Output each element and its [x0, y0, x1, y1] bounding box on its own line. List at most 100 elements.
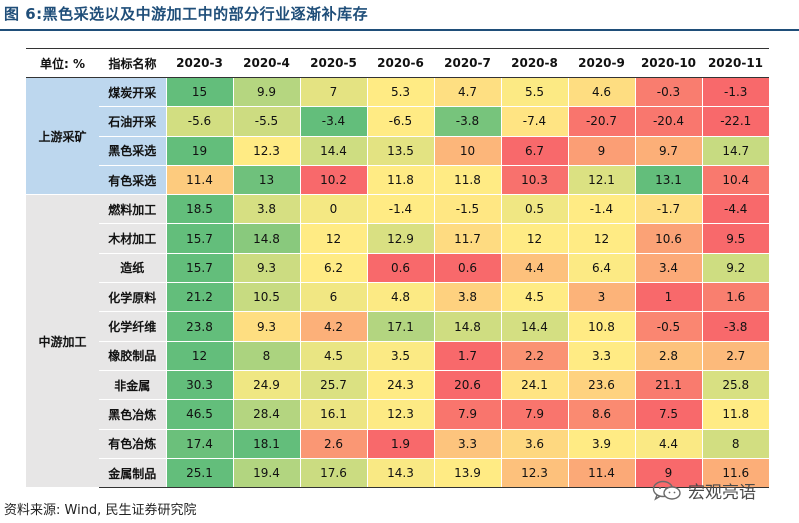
data-cell: -0.5 [634, 311, 702, 342]
table-row: 金属制品 25.1 19.4 17.6 14.3 13.9 12.3 11.4 9 11.6 [26, 458, 769, 489]
data-cell: 23.6 [567, 370, 635, 401]
data-cell: 24.9 [232, 370, 300, 401]
data-cell: 3.9 [567, 429, 635, 459]
data-cell: 12 [500, 223, 568, 254]
row-label: 化学纤维 [99, 311, 166, 342]
data-cell: 24.1 [500, 370, 568, 401]
data-cell: 4.5 [500, 282, 568, 313]
row-label: 煤炭开采 [99, 77, 166, 108]
table-row: 中游加工 燃料加工 18.5 3.8 0 -1.4 -1.5 0.5 -1.4 -1.7 -4.4 [26, 194, 769, 489]
data-cell: -0.3 [634, 77, 702, 108]
data-cell: 11.4 [567, 458, 635, 489]
data-cell: -20.7 [567, 106, 635, 137]
data-cell: 1 [634, 282, 702, 313]
inventory-heatmap-table: 单位: % 指标名称 2020-3 2020-4 2020-5 2020-6 2020-… [26, 48, 769, 489]
data-cell: 3.8 [232, 194, 300, 225]
row-label: 有色冶炼 [99, 429, 166, 459]
data-cell: 20.6 [433, 370, 501, 401]
data-cell: 5.5 [500, 77, 568, 108]
data-cell: 9.5 [701, 223, 769, 254]
data-cell: 10.3 [500, 165, 568, 196]
data-cell: -1.4 [567, 194, 635, 225]
data-cell: 13.1 [634, 165, 702, 196]
data-cell: 12.9 [366, 223, 434, 254]
data-cell: -22.1 [701, 106, 769, 137]
data-cell: 10.8 [567, 311, 635, 342]
data-cell: 3 [567, 282, 635, 313]
unit-header: 单位: % [26, 48, 99, 78]
data-cell: 18.1 [232, 429, 300, 459]
data-cell: 19.4 [232, 458, 300, 489]
table-row: 黑色冶炼 46.5 28.4 16.1 12.3 7.9 7.9 8.6 7.5 11.8 [26, 399, 769, 430]
data-cell: 13.9 [433, 458, 501, 489]
table-row: 橡胶制品 12 8 4.5 3.5 1.7 2.2 3.3 2.8 2.7 [26, 341, 769, 371]
data-cell: 9.3 [232, 253, 300, 284]
group-label: 上游采矿 [26, 77, 99, 196]
table-row: 有色冶炼 17.4 18.1 2.6 1.9 3.3 3.6 3.9 4.4 8 [26, 429, 769, 459]
data-cell: 3.3 [433, 429, 501, 459]
data-cell: 4.7 [433, 77, 501, 108]
data-cell: 9.3 [232, 311, 300, 342]
data-cell: 14.8 [232, 223, 300, 254]
data-cell: 5.3 [366, 77, 434, 108]
data-cell: 12 [165, 341, 233, 371]
data-cell: 17.4 [165, 429, 233, 459]
table-row: 上游采矿 煤炭开采 15 9.9 7 5.3 4.7 5.5 4.6 -0.3 -1.3 [26, 77, 769, 196]
data-cell: 11.8 [366, 165, 434, 196]
data-cell: 6.4 [567, 253, 635, 284]
chart-title: 图 6:黑色采选以及中游加工中的部分行业逐渐补库存 [4, 5, 369, 23]
column-header: 2020-6 [367, 48, 434, 78]
data-cell: 1.6 [701, 282, 769, 313]
data-cell: 25.8 [701, 370, 769, 401]
data-cell: 12.1 [567, 165, 635, 196]
row-label: 有色采选 [99, 165, 166, 196]
data-cell: 17.6 [299, 458, 367, 489]
data-cell: 15 [165, 77, 233, 108]
data-cell: 7 [299, 77, 367, 108]
data-cell: -7.4 [500, 106, 568, 137]
table-row: 化学纤维 23.8 9.3 4.2 17.1 14.8 14.4 10.8 -0.5 -3.8 [26, 311, 769, 342]
column-header: 2020-9 [568, 48, 635, 78]
data-cell: 28.4 [232, 399, 300, 430]
data-cell: 3.8 [433, 282, 501, 313]
data-cell: 3.5 [366, 341, 434, 371]
data-cell: 3.6 [500, 429, 568, 459]
data-cell: 8 [232, 341, 300, 371]
title-divider [0, 29, 799, 31]
column-header: 2020-4 [233, 48, 300, 78]
header-row: 单位: % 指标名称 2020-3 2020-4 2020-5 2020-6 2020-… [26, 48, 769, 78]
data-cell: -4.4 [701, 194, 769, 225]
row-label: 金属制品 [99, 458, 166, 489]
data-cell: 23.8 [165, 311, 233, 342]
data-cell: 9.2 [701, 253, 769, 284]
data-cell: 4.2 [299, 311, 367, 342]
data-cell: 24.3 [366, 370, 434, 401]
data-cell: -20.4 [634, 106, 702, 137]
data-cell: 12.3 [500, 458, 568, 489]
row-label: 黑色冶炼 [99, 399, 166, 430]
data-cell: 2.2 [500, 341, 568, 371]
row-label: 非金属 [99, 370, 166, 401]
table-body: 上游采矿 煤炭开采 15 9.9 7 5.3 4.7 5.5 4.6 -0.3 -1.3 石油开采 -5… [26, 77, 769, 489]
watermark-text: 宏观亮语 [688, 483, 756, 503]
row-label: 石油开采 [99, 106, 166, 137]
data-cell: 8.6 [567, 399, 635, 430]
column-header: 2020-3 [166, 48, 233, 78]
data-cell: -1.4 [366, 194, 434, 225]
data-cell: 21.1 [634, 370, 702, 401]
table-row: 木材加工 15.7 14.8 12 12.9 11.7 12 12 10.6 9.5 [26, 223, 769, 254]
table-row: 黑色采选 19 12.3 14.4 13.5 10 6.7 9 9.7 14.7 [26, 136, 769, 166]
data-cell: -1.7 [634, 194, 702, 225]
data-cell: 19 [165, 136, 233, 166]
watermark: 宏观亮语 [652, 478, 756, 503]
data-cell: 7.9 [433, 399, 501, 430]
column-header: 2020-5 [300, 48, 367, 78]
data-cell: 6.7 [500, 136, 568, 166]
data-cell: 10.6 [634, 223, 702, 254]
data-cell: 11.6 [701, 458, 769, 489]
data-cell: 13 [232, 165, 300, 196]
data-cell: 14.7 [701, 136, 769, 166]
data-cell: 4.4 [634, 429, 702, 459]
data-cell: 10.5 [232, 282, 300, 313]
data-cell: 11.8 [433, 165, 501, 196]
